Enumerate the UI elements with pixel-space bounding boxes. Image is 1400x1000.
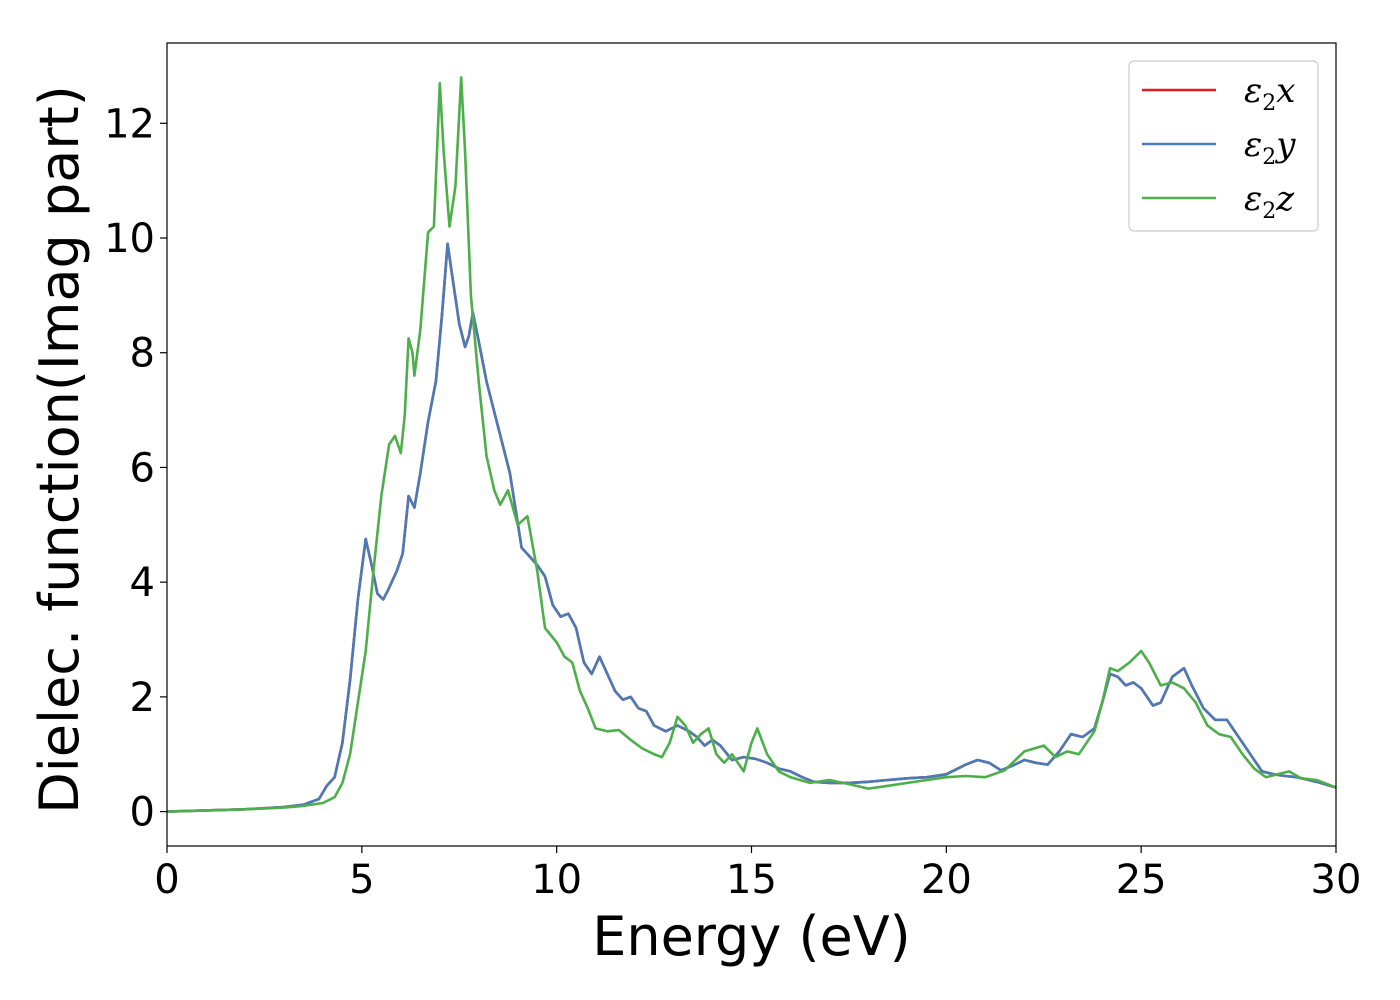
legend: ε2x ε2y ε2z xyxy=(1128,60,1319,232)
y-tick-label: 4 xyxy=(130,560,155,606)
y-axis-label: Dielec. function(Imag part) xyxy=(28,85,91,814)
x-axis-ticks: 0 5 10 15 20 25 30 xyxy=(154,846,1361,903)
x-tick-label: 25 xyxy=(1116,857,1167,903)
series-line-z xyxy=(167,76,1336,813)
x-tick-label: 0 xyxy=(154,857,179,903)
x-tick-label: 15 xyxy=(726,857,777,903)
series-line-y xyxy=(167,242,1336,813)
legend-label-y: ε2y xyxy=(1244,125,1296,170)
legend-label-z: ε2z xyxy=(1244,179,1295,224)
y-tick-label: 6 xyxy=(130,445,155,491)
x-tick-label: 20 xyxy=(921,857,972,903)
x-tick-label: 30 xyxy=(1311,857,1362,903)
y-tick-label: 8 xyxy=(130,331,155,377)
y-tick-label: 10 xyxy=(104,216,155,262)
y-tick-label: 0 xyxy=(130,790,155,836)
x-tick-label: 10 xyxy=(531,857,582,903)
y-axis-ticks: 0 2 4 6 8 10 12 xyxy=(104,101,167,836)
legend-label-x: ε2x xyxy=(1244,71,1295,116)
x-axis-label: Energy (eV) xyxy=(592,905,911,968)
plot-lines xyxy=(167,76,1336,813)
legend-box xyxy=(1128,60,1319,232)
y-tick-label: 12 xyxy=(104,101,155,147)
y-tick-label: 2 xyxy=(130,675,155,721)
x-tick-label: 5 xyxy=(349,857,374,903)
